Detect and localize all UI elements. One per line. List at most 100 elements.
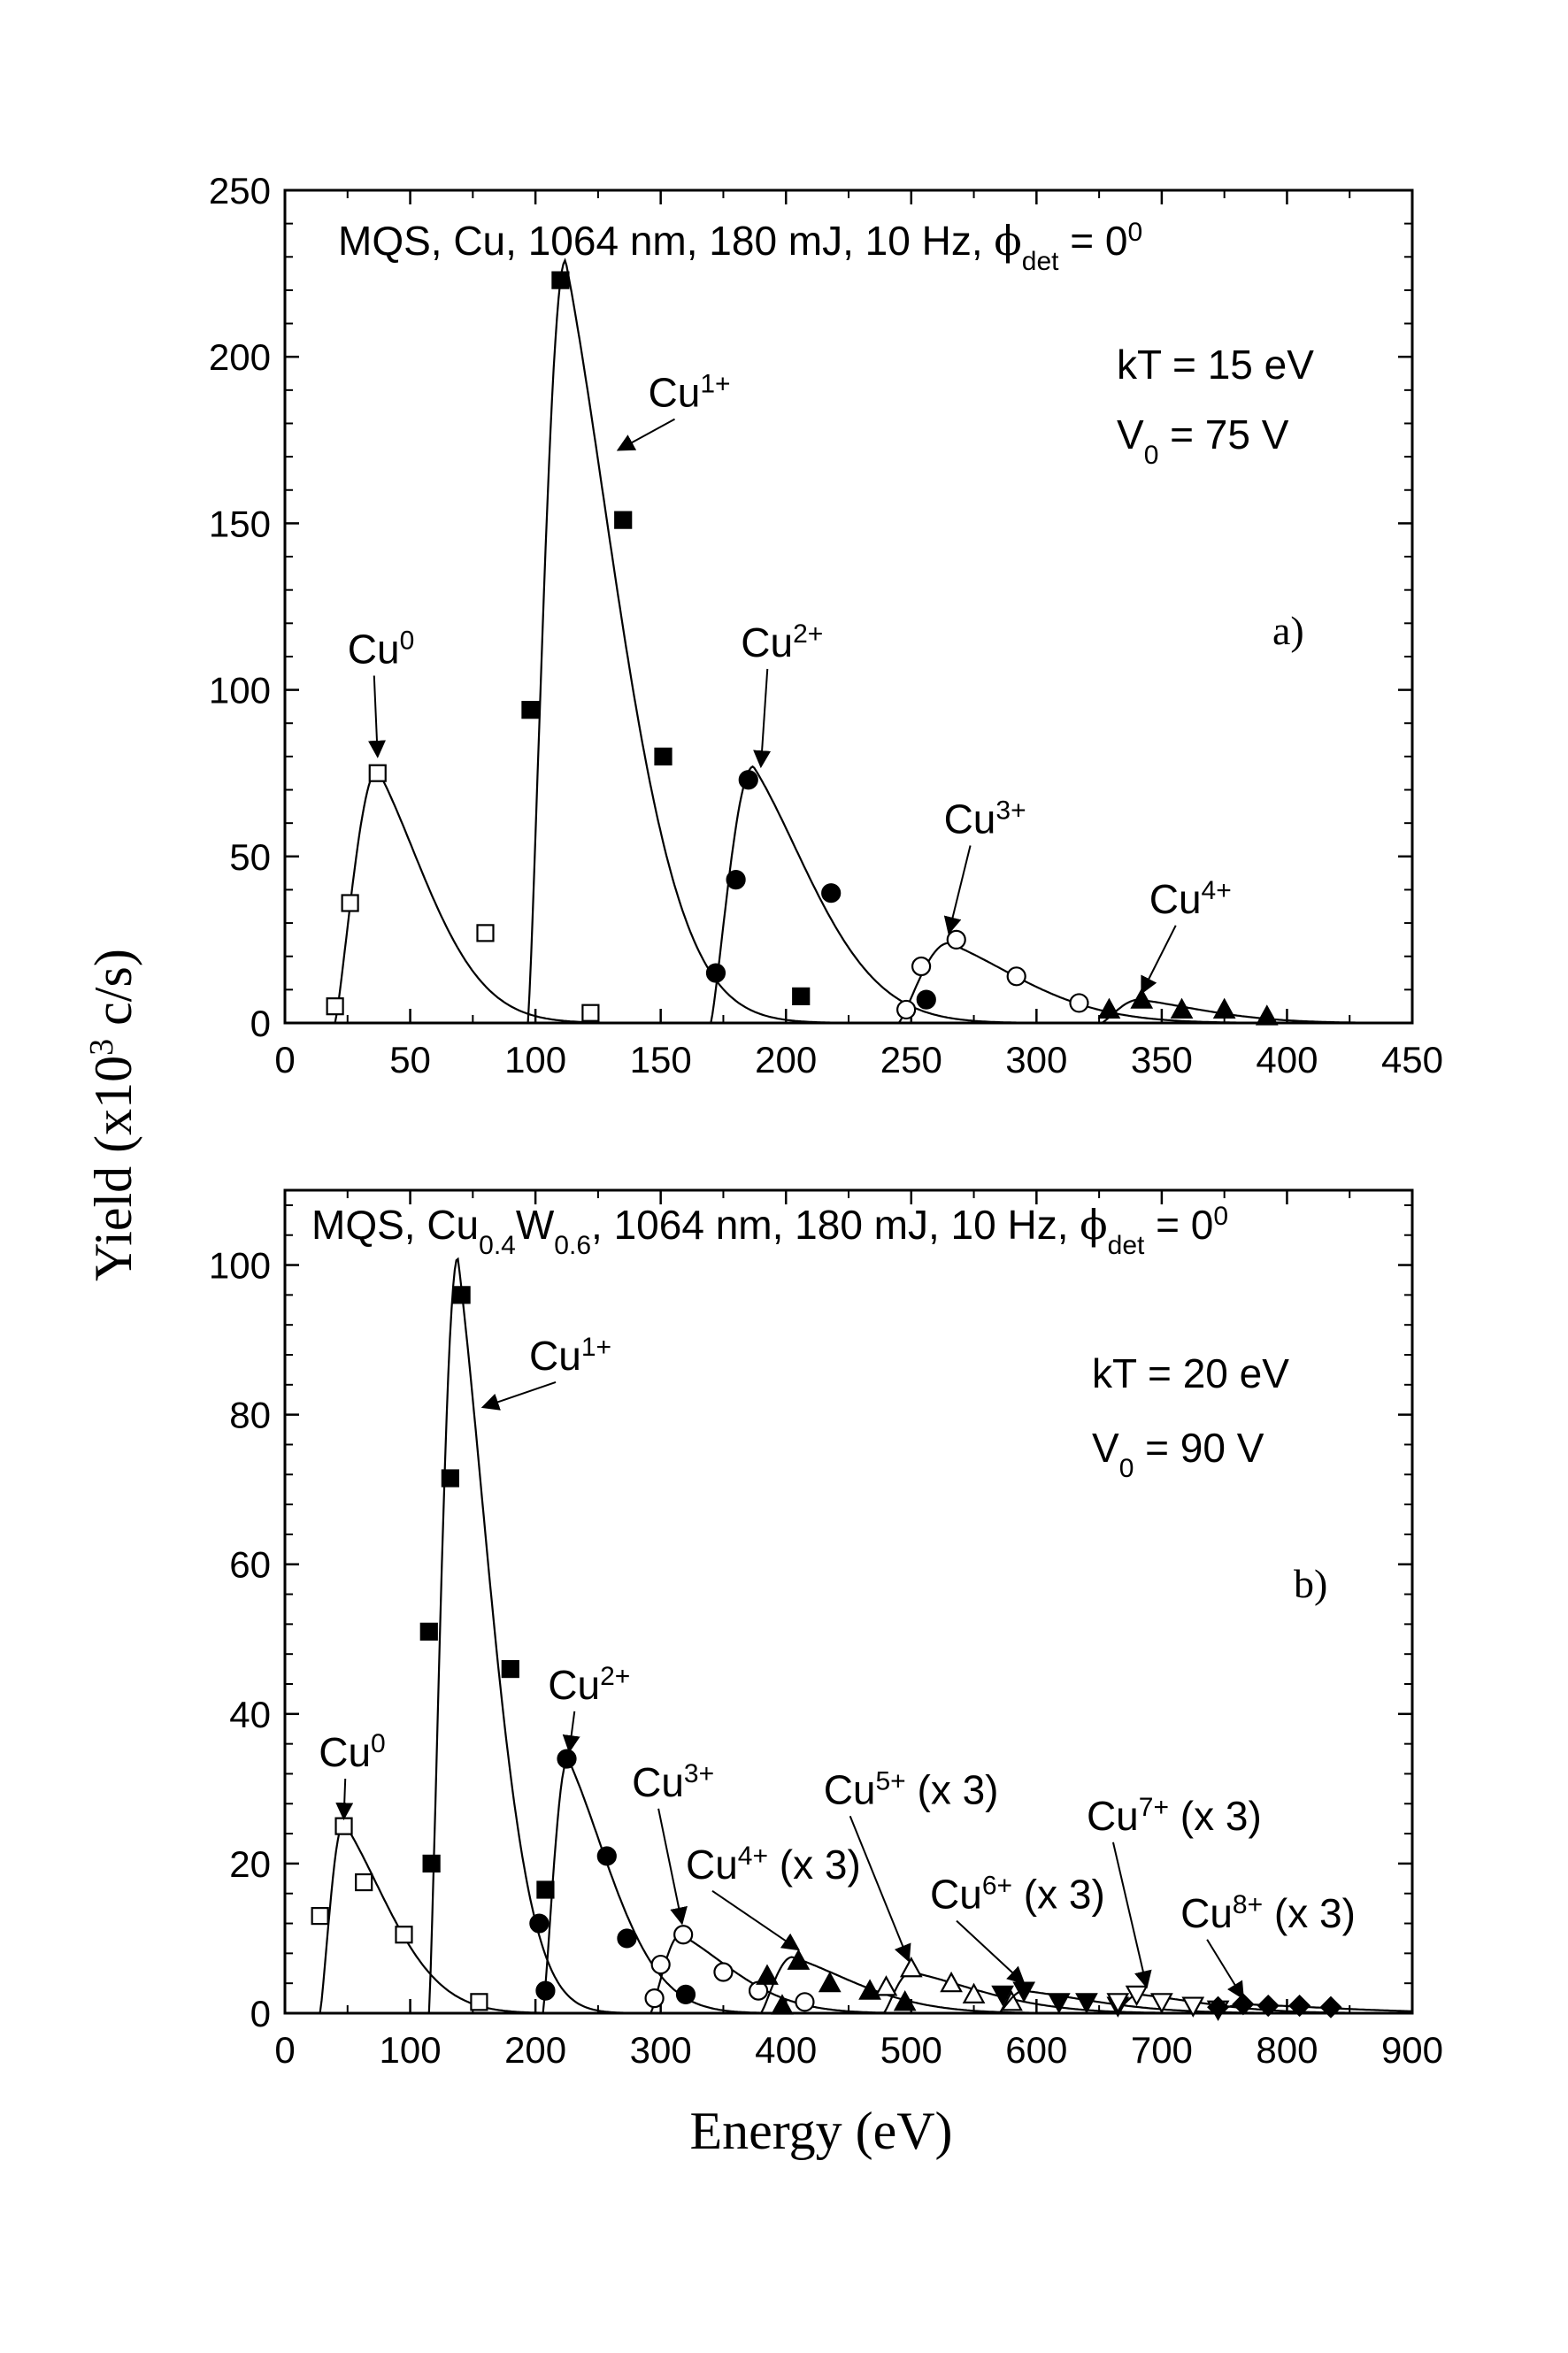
data-point (787, 1949, 811, 1970)
y-tick-label: 60 (229, 1544, 271, 1586)
x-tick-label: 50 (389, 1039, 431, 1080)
y-tick-label: 20 (229, 1843, 271, 1885)
fit-curve (710, 765, 1411, 1025)
data-point (1130, 988, 1154, 1009)
label-arrow (335, 1778, 354, 1821)
data-point (795, 1992, 815, 2012)
data-point (395, 1926, 413, 1944)
data-point (1047, 1993, 1071, 2014)
x-tick-label: 900 (1381, 2029, 1443, 2071)
x-tick-label: 0 (274, 2029, 295, 2071)
label-arrow (367, 675, 386, 758)
x-tick-label: 150 (630, 1039, 692, 1080)
x-tick-label: 350 (1131, 1039, 1193, 1080)
data-point (874, 1975, 898, 1996)
series-label: Cu0 (348, 626, 415, 673)
x-tick-label: 200 (755, 1039, 817, 1080)
series-Cu0: Cu0 (326, 626, 1039, 1025)
data-point (1006, 966, 1026, 987)
fit-parameter: kT = 20 eV (1092, 1350, 1289, 1396)
data-point (911, 956, 932, 977)
series-label: Cu3+ (632, 1758, 714, 1805)
data-point (326, 997, 344, 1016)
data-point (441, 1469, 459, 1488)
x-tick-label: 400 (755, 2029, 817, 2071)
fit-curve (427, 1257, 908, 2015)
data-point (756, 1964, 779, 1985)
data-point (821, 883, 842, 904)
y-tick-label: 50 (229, 836, 271, 878)
y-tick-label: 100 (209, 670, 271, 711)
label-arrow (849, 1815, 911, 1963)
y-tick-label: 200 (209, 336, 271, 378)
data-point (1255, 1004, 1279, 1026)
data-point (334, 1817, 353, 1835)
panel-letter: b) (1294, 1561, 1327, 1606)
series-Cu2+: Cu2+ (705, 619, 1411, 1025)
data-point (596, 1846, 617, 1866)
x-tick-label: 600 (1005, 2029, 1067, 2071)
series-Cu5+: Cu5+ (x 3) (824, 1766, 1412, 2015)
x-tick-label: 300 (630, 2029, 692, 2071)
data-point (940, 1971, 963, 1993)
plot-frame (283, 188, 1414, 1025)
data-point (536, 1880, 555, 1899)
data-point (452, 1286, 471, 1304)
data-point (705, 963, 726, 983)
series-Cu2+: Cu2+ (529, 1661, 1139, 2015)
data-point (470, 1993, 488, 2011)
data-point (644, 1988, 665, 2009)
data-point (818, 1971, 842, 1993)
series-label: Cu1+ (649, 369, 731, 416)
fit-parameter: V0 = 90 V (1092, 1425, 1264, 1483)
data-point (529, 1913, 550, 1934)
series-label: Cu8+ (x 3) (1180, 1889, 1356, 1936)
data-point (614, 511, 633, 529)
fit-parameter: V0 = 75 V (1117, 411, 1289, 470)
data-point (419, 1622, 438, 1641)
label-arrow (956, 1919, 1026, 1985)
data-point (899, 1956, 923, 1978)
data-point (946, 929, 966, 950)
panel-b: 0 100 200 300 400 500 600 700 800 900 0 20 40 60 80 100… (209, 1188, 1443, 2071)
data-point (675, 1984, 696, 2004)
data-point (991, 1985, 1014, 2007)
data-point (771, 1994, 794, 2015)
series-Cu8+: Cu8+ (x 3) (1180, 1889, 1412, 2019)
data-point (1106, 1993, 1130, 2014)
data-point (617, 1928, 637, 1949)
y-tick-label: 80 (229, 1395, 271, 1436)
series-label: Cu7+ (x 3) (1087, 1792, 1262, 1839)
data-point (521, 701, 540, 719)
data-point (341, 894, 359, 912)
series-Cu1+: Cu1+ (419, 1257, 908, 2015)
x-tick-label: 0 (274, 1039, 295, 1080)
x-tick-label: 700 (1131, 2029, 1193, 2071)
series-label: Cu0 (319, 1729, 386, 1776)
panel-a: 0 50 100 150 200 250 300 350 400 450 0 50 100 150 200 2… (209, 170, 1443, 1080)
x-tick-label: 100 (504, 1039, 566, 1080)
x-tick-label: 100 (380, 2029, 442, 2071)
y-tick-label: 250 (209, 170, 271, 211)
data-point (858, 1979, 881, 2000)
x-tick-label: 500 (880, 2029, 942, 2071)
fit-curve (897, 942, 1411, 1025)
data-point (1257, 1994, 1280, 2018)
data-point (422, 1854, 441, 1873)
data-point (1212, 997, 1236, 1019)
data-point (1170, 997, 1194, 1019)
data-point (726, 870, 746, 890)
label-arrow (943, 845, 972, 935)
data-point (476, 924, 495, 942)
x-tick-label: 450 (1381, 1039, 1443, 1080)
series-Cu3+: Cu3+ (896, 796, 1411, 1025)
data-point (535, 1980, 556, 2001)
data-point (1288, 1994, 1311, 2018)
x-tick-label: 400 (1256, 1039, 1318, 1080)
y-tick-label: 0 (250, 1993, 271, 2034)
data-point (1181, 1996, 1205, 2018)
label-arrow (1206, 1939, 1244, 2000)
y-tick-label: 150 (209, 503, 271, 544)
data-point (738, 770, 758, 790)
